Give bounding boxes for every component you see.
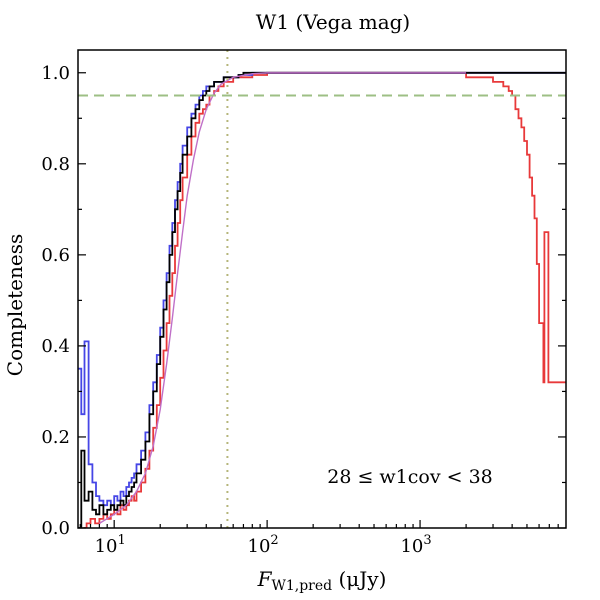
y-tick-label: 0.8 [41, 154, 70, 175]
x-tick-label: 101 [95, 533, 126, 557]
tick-labels: 0.00.20.40.60.81.010110210318161412 [41, 63, 431, 557]
y-tick-label: 0.0 [41, 518, 70, 539]
plot-frame [77, 49, 567, 529]
tick-marks [78, 72, 566, 529]
y-tick-label: 0.6 [41, 245, 70, 266]
series-line-2 [78, 71, 566, 528]
series-line-1 [78, 71, 566, 507]
x-tick-label: 102 [248, 533, 279, 557]
x-axis-label-unit: (μJy) [332, 567, 386, 591]
y-axis-label: Completeness [3, 234, 27, 376]
y-tick-label: 1.0 [41, 63, 70, 84]
annotation-w1cov-range: 28 ≤ w1cov < 38 [327, 466, 493, 488]
x-axis-label-subscript: W1,pred [271, 578, 332, 594]
y-tick-label: 0.4 [41, 336, 70, 357]
series-line-3 [99, 72, 467, 524]
x-axis-label: FW1,pred (μJy) [257, 567, 387, 594]
y-tick-label: 0.2 [41, 427, 70, 448]
x-tick-label: 103 [400, 533, 431, 557]
reference-lines [78, 50, 566, 528]
series-layer [78, 71, 566, 528]
series-line-0 [83, 71, 566, 528]
top-axis-label: W1 (Vega mag) [256, 10, 410, 34]
x-axis-label-main: F [257, 567, 273, 591]
